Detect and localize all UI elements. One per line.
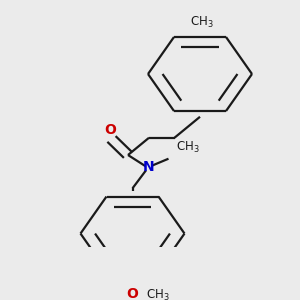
- Text: CH$_3$: CH$_3$: [190, 15, 213, 30]
- Text: CH$_3$: CH$_3$: [176, 140, 200, 155]
- Text: O: O: [127, 287, 138, 300]
- Text: O: O: [104, 122, 116, 136]
- Text: CH$_3$: CH$_3$: [146, 288, 170, 300]
- Text: N: N: [143, 160, 155, 174]
